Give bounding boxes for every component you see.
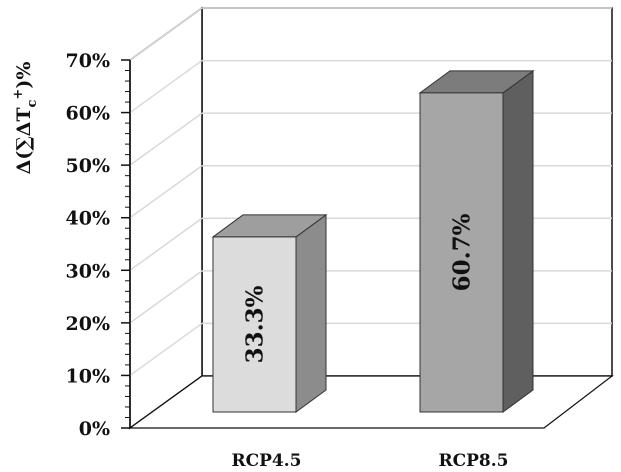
floor [128, 375, 614, 429]
x-tick-label: RCP4.5 [231, 451, 301, 471]
data-label: 33.3% [242, 285, 269, 363]
y-tick-label: 60% [66, 103, 111, 125]
bar-front [212, 236, 297, 413]
y-tick-label: 30% [66, 260, 111, 282]
y-axis-label-sup: + [11, 89, 26, 100]
y-tick-label: 0% [79, 418, 110, 440]
bar-rcp8-5 [418, 69, 535, 413]
x-tick-label: RCP8.5 [438, 451, 508, 471]
bar-side [502, 69, 534, 413]
bars [211, 69, 535, 413]
gridline-side [129, 165, 203, 219]
bar-side [295, 213, 327, 413]
gridline-side [129, 59, 203, 114]
data-label: 60.7% [449, 213, 476, 291]
y-axis: 0% 10% 20% 30% 40% 50% 60% 70% [66, 50, 131, 440]
gridline-side [129, 322, 203, 377]
y-axis-label-prefix: Δ(∑ΔT [13, 107, 35, 174]
y-tick-label: 20% [66, 313, 111, 335]
y-axis-label-sub: c [25, 99, 40, 107]
labels: 33.3% RCP4.5 60.7% RCP8.5 [231, 213, 508, 471]
bar-front [419, 92, 504, 413]
y-tick-label: 40% [66, 208, 111, 230]
y-axis-label: Δ(∑ΔTc+)% [11, 62, 40, 175]
y-tick-label: 70% [66, 50, 111, 72]
gridline-side [129, 112, 203, 166]
y-axis-label-suffix: )% [13, 62, 35, 89]
gridline-side [129, 270, 203, 324]
y-tick-label: 50% [66, 155, 111, 177]
side-wall [129, 6, 203, 430]
gridline-side [129, 217, 203, 271]
y-tick-label: 10% [66, 365, 111, 387]
gridline-side [129, 7, 203, 61]
bar-rcp4-5 [211, 213, 328, 413]
